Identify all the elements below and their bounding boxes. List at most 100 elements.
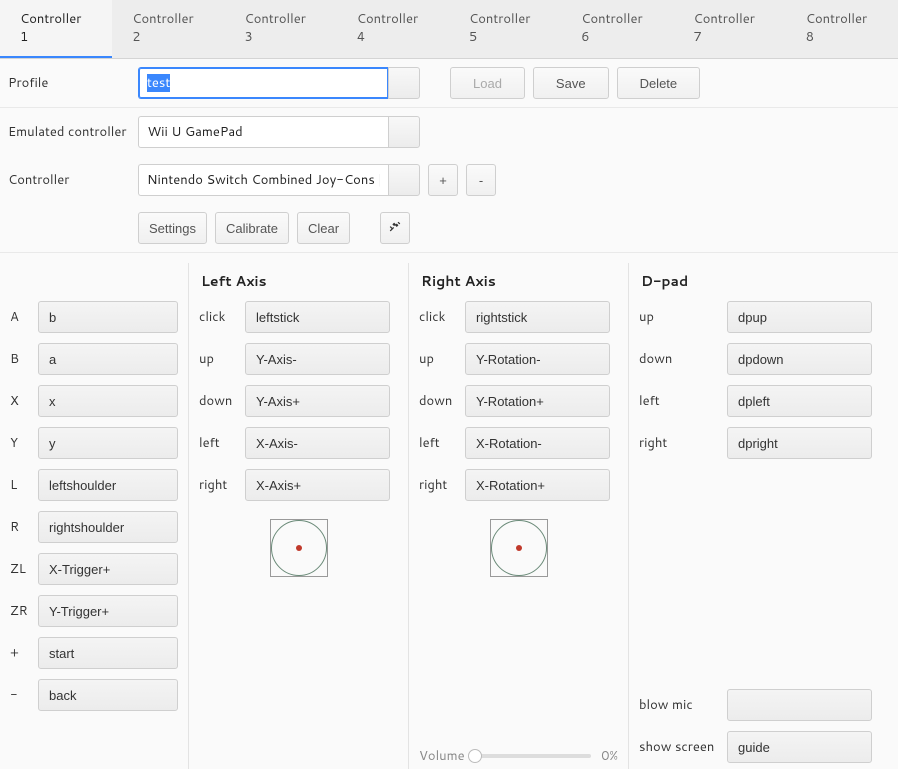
binding-label: up (419, 350, 459, 368)
binding-button[interactable]: back (38, 679, 178, 711)
binding-button[interactable]: dpleft (727, 385, 872, 417)
binding-button[interactable]: leftstick (245, 301, 390, 333)
binding-row: leftdpleft (639, 385, 888, 417)
binding-button[interactable]: Y-Rotation- (465, 343, 610, 375)
binding-label: down (419, 392, 459, 410)
emulated-controller-combo[interactable] (138, 116, 388, 148)
right-stick-visualizer[interactable] (490, 519, 548, 577)
binding-row: right X-Axis+ (199, 469, 398, 501)
binding-button[interactable]: X-Trigger+ (38, 553, 178, 585)
binding-row: Rrightshoulder (10, 511, 178, 543)
binding-row: show screenguide (639, 731, 888, 763)
controller-actions-row: Settings Calibrate Clear (0, 204, 898, 253)
binding-button[interactable]: rightstick (465, 301, 610, 333)
binding-button[interactable]: Y-Rotation+ (465, 385, 610, 417)
binding-button[interactable]: rightshoulder (38, 511, 178, 543)
binding-button[interactable]: a (38, 343, 178, 375)
binding-button[interactable]: y (38, 427, 178, 459)
binding-button[interactable]: X-Rotation- (465, 427, 610, 459)
binding-button[interactable]: guide (727, 731, 872, 763)
profile-row: Profile test Load Save Delete (0, 59, 898, 108)
profile-combo-dropdown[interactable] (388, 67, 420, 99)
binding-button[interactable]: leftshoulder (38, 469, 178, 501)
tab-controller-3[interactable]: Controller 3 (225, 0, 337, 58)
tab-controller-1[interactable]: Controller 1 (0, 0, 112, 58)
controller-device-combo[interactable] (138, 164, 388, 196)
binding-label: R (10, 518, 32, 536)
clear-button[interactable]: Clear (297, 212, 350, 244)
binding-label: ZL (10, 560, 32, 578)
left-stick-visualizer[interactable] (270, 519, 328, 577)
add-controller-button[interactable]: + (428, 164, 458, 196)
binding-button[interactable]: X-Rotation+ (465, 469, 610, 501)
binding-row: up Y-Axis- (199, 343, 398, 375)
binding-button[interactable]: b (38, 301, 178, 333)
binding-row: right X-Rotation+ (419, 469, 618, 501)
binding-label: up (199, 350, 239, 368)
remove-controller-button[interactable]: - (466, 164, 496, 196)
tab-controller-5[interactable]: Controller 5 (449, 0, 561, 58)
binding-label: + (10, 644, 32, 662)
binding-label: down (639, 350, 721, 368)
controller-row: Controller + - (0, 156, 898, 204)
controller-label: Controller (4, 171, 126, 189)
tab-controller-8[interactable]: Controller 8 (786, 0, 898, 58)
binding-label: Y (10, 434, 32, 452)
left-axis-column: Left Axis clickleftstick up Y-Axis-down Y-A… (188, 263, 408, 769)
dpad-column: D-pad updpupdowndpdownleftdpleftrightdpr… (628, 263, 898, 769)
binding-row: click rightstick (419, 301, 618, 333)
binding-button[interactable]: start (38, 637, 178, 669)
tab-controller-4[interactable]: Controller 4 (337, 0, 449, 58)
binding-row: Xx (10, 385, 178, 417)
binding-button[interactable]: dpright (727, 427, 872, 459)
binding-row: + start (10, 637, 178, 669)
binding-label: right (199, 476, 239, 494)
calibrate-button[interactable]: Calibrate (215, 212, 289, 244)
binding-button[interactable]: X-Axis- (245, 427, 390, 459)
binding-row: Yy (10, 427, 178, 459)
right-axis-column: Right Axis click rightstick up Y-Rotation-d… (408, 263, 628, 769)
tab-controller-6[interactable]: Controller 6 (561, 0, 673, 58)
binding-label: right (419, 476, 459, 494)
binding-label: down (199, 392, 239, 410)
load-button[interactable]: Load (450, 67, 525, 99)
binding-button[interactable]: x (38, 385, 178, 417)
binding-label: B (10, 350, 32, 368)
binding-row: clickleftstick (199, 301, 398, 333)
binding-row: down Y-Rotation+ (419, 385, 618, 417)
emulated-controller-row: Emulated controller (0, 108, 898, 156)
tab-controller-2[interactable]: Controller 2 (112, 0, 224, 58)
binding-button[interactable]: dpdown (727, 343, 872, 375)
binding-label: L (10, 476, 32, 494)
emulated-controller-dropdown[interactable] (388, 116, 420, 148)
profile-input[interactable]: test (138, 67, 388, 99)
tab-controller-7[interactable]: Controller 7 (674, 0, 786, 58)
binding-label: ZR (10, 602, 32, 620)
left-axis-header: Left Axis (201, 271, 398, 291)
binding-button[interactable]: Y-Axis- (245, 343, 390, 375)
connection-icon-button[interactable] (380, 212, 410, 244)
right-axis-header: Right Axis (421, 271, 618, 291)
binding-label: right (639, 434, 721, 452)
binding-button[interactable]: dpup (727, 301, 872, 333)
binding-button[interactable]: Y-Axis+ (245, 385, 390, 417)
binding-button[interactable]: Y-Trigger+ (38, 595, 178, 627)
binding-row: Ab (10, 301, 178, 333)
binding-button[interactable]: X-Axis+ (245, 469, 390, 501)
plug-icon (388, 220, 402, 234)
volume-slider[interactable] (475, 754, 592, 758)
binding-label: A (10, 308, 32, 326)
binding-label: left (199, 434, 239, 452)
binding-label: click (419, 308, 459, 326)
save-button[interactable]: Save (533, 67, 609, 99)
binding-label: X (10, 392, 32, 410)
binding-row: updpup (639, 301, 888, 333)
binding-row: down dpdown (639, 343, 888, 375)
binding-label: - (10, 686, 32, 704)
delete-button[interactable]: Delete (617, 67, 701, 99)
settings-button[interactable]: Settings (138, 212, 207, 244)
binding-label: up (639, 308, 721, 326)
controller-device-dropdown[interactable] (388, 164, 420, 196)
binding-row: leftX-Rotation- (419, 427, 618, 459)
controller-tabs: Controller 1Controller 2Controller 3Cont… (0, 0, 898, 59)
